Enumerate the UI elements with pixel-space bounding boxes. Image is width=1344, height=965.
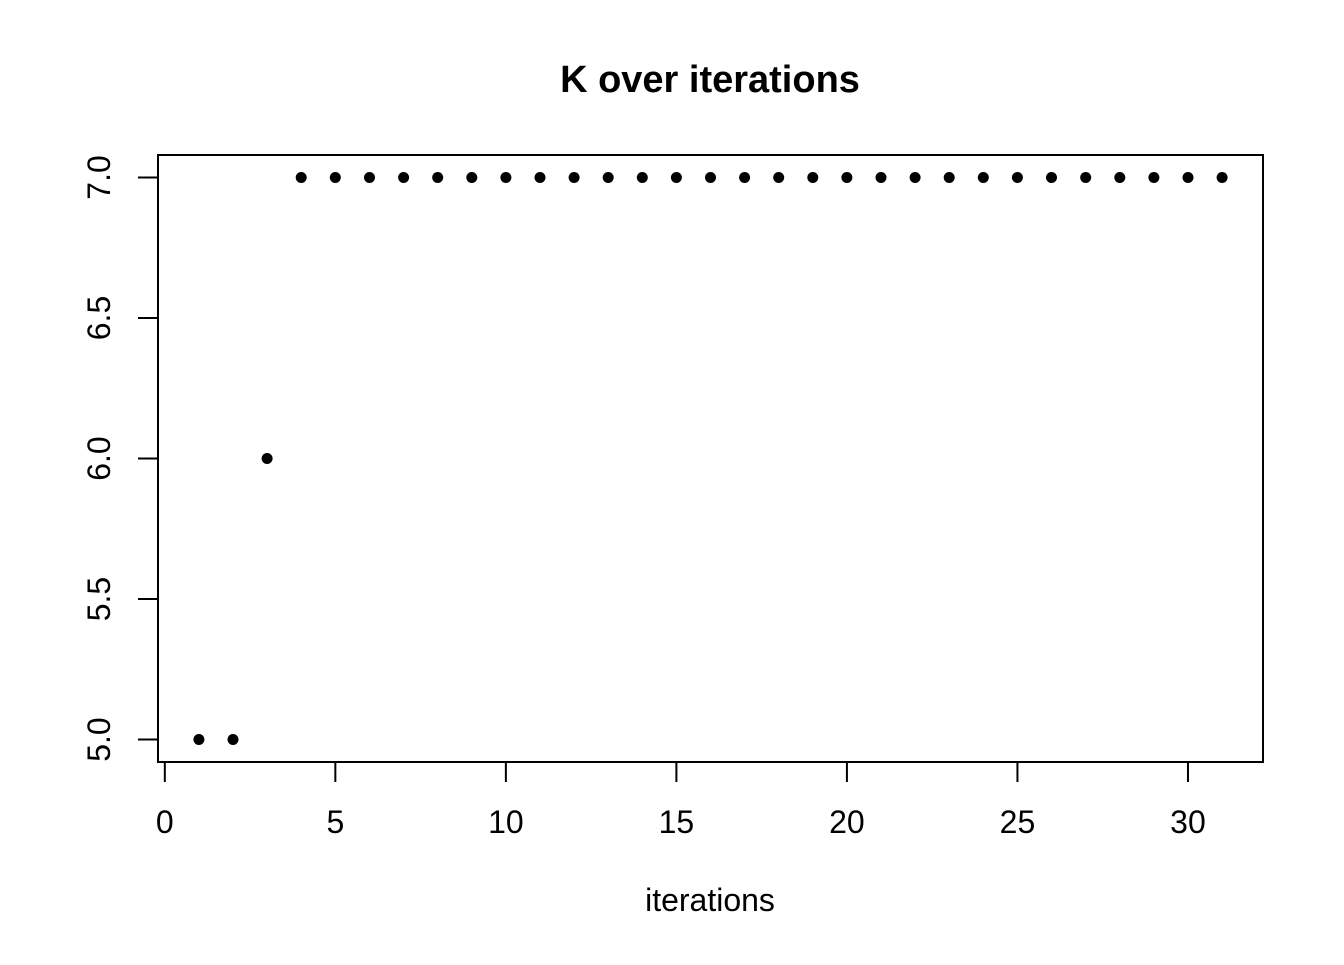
data-point [909,172,921,183]
data-point [1046,172,1057,183]
data-point [193,734,205,745]
data-point [227,734,239,745]
data-point [1182,172,1194,183]
data-point [1114,172,1126,183]
data-point [432,172,444,183]
y-tick-label: 7.0 [81,155,117,199]
chart-title: K over iterations [560,59,860,101]
x-tick-label: 30 [1170,804,1206,840]
data-point [1011,172,1023,183]
x-tick-label: 10 [488,804,524,840]
data-point [568,172,580,183]
data-point [1080,172,1092,183]
data-points [193,172,1228,745]
data-point [1216,172,1228,183]
data-point [364,172,375,183]
x-tick-label: 15 [659,804,695,840]
x-tick-label: 25 [1000,804,1036,840]
data-point [500,172,512,183]
data-point [841,172,853,183]
data-point [534,172,546,183]
x-tick-label: 5 [326,804,344,840]
y-tick-label: 6.0 [81,436,117,480]
plot-box [157,154,1264,763]
data-point [875,172,887,183]
data-point [773,172,785,183]
data-point [705,172,716,183]
data-point [466,172,478,183]
data-point [739,172,751,183]
data-point [295,172,307,183]
data-point [329,172,341,183]
y-tick-label: 6.5 [81,296,117,340]
x-tick-label: 0 [156,804,174,840]
data-point [670,172,682,183]
data-point [807,172,819,183]
data-point [636,172,648,183]
data-point [261,453,273,464]
data-point [1148,172,1160,183]
data-point [398,172,410,183]
y-tick-label: 5.5 [81,577,117,621]
x-axis: 0 5 10 15 20 25 30 [156,762,1206,840]
data-point [977,172,989,183]
x-tick-label: 20 [829,804,865,840]
y-axis: 5.0 5.5 6.0 6.5 7.0 [81,155,158,762]
data-point [943,172,955,183]
x-axis-label: iterations [645,882,775,918]
y-tick-label: 5.0 [81,717,117,761]
data-point [602,172,614,183]
